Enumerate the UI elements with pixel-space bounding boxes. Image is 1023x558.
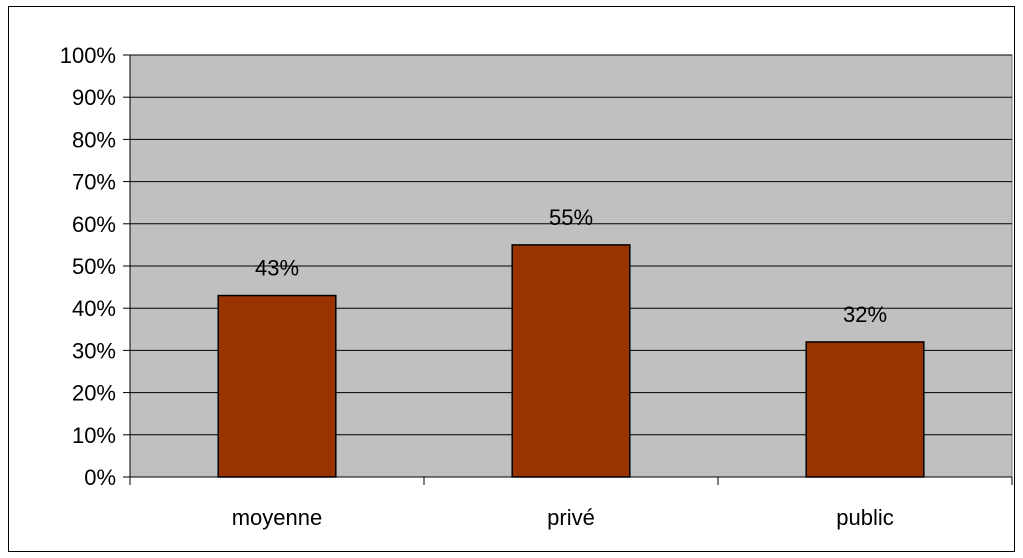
labels: 0% 10% 20% 30% 40% 50% 60% 70% 80% 90% 100% 43% moye… <box>60 43 894 530</box>
data-label: 43% <box>255 256 299 281</box>
y-tick-label: 10% <box>72 423 116 448</box>
y-tick-label: 100% <box>60 43 116 68</box>
y-tick-label: 20% <box>72 381 116 406</box>
axes <box>123 54 1013 485</box>
bar-chart: 0% 10% 20% 30% 40% 50% 60% 70% 80% 90% 100% 43% moye… <box>60 43 1013 530</box>
bar-0 <box>217 294 337 478</box>
chart-frame: 0% 10% 20% 30% 40% 50% 60% 70% 80% 90% 100% 43% moye… <box>8 6 1015 552</box>
bar-1 <box>511 244 631 478</box>
data-label: 32% <box>843 302 887 327</box>
y-tick-label: 30% <box>72 338 116 363</box>
x-category-label: public <box>836 505 893 530</box>
x-category-label: privé <box>547 505 595 530</box>
y-tick-label: 50% <box>72 254 116 279</box>
y-tick-label: 70% <box>72 170 116 195</box>
y-tick-label: 80% <box>72 127 116 152</box>
y-tick-label: 60% <box>72 212 116 237</box>
bar-2 <box>805 341 925 478</box>
y-tick-label: 40% <box>72 296 116 321</box>
y-tick-label: 0% <box>84 465 116 490</box>
data-label: 55% <box>549 205 593 230</box>
y-tick-label: 90% <box>72 85 116 110</box>
x-category-label: moyenne <box>232 505 323 530</box>
